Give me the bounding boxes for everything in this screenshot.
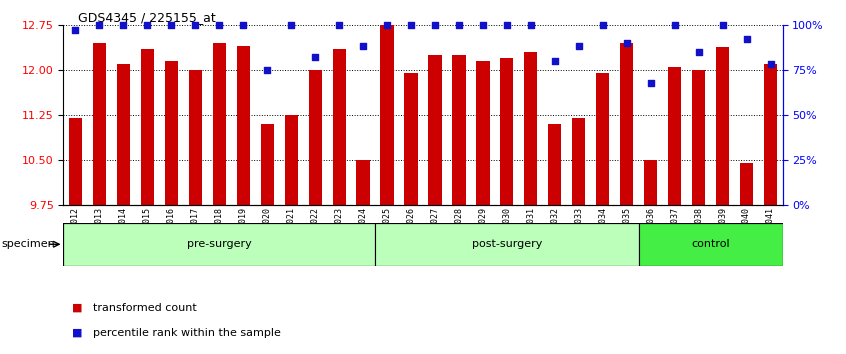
Text: percentile rank within the sample: percentile rank within the sample	[93, 328, 281, 338]
Point	[69, 27, 82, 33]
Text: specimen: specimen	[2, 239, 56, 249]
FancyBboxPatch shape	[63, 223, 375, 266]
Point	[428, 22, 442, 28]
Bar	[596, 73, 609, 205]
Bar	[140, 49, 154, 205]
Bar	[740, 163, 753, 205]
Point	[189, 22, 202, 28]
Bar	[117, 64, 130, 205]
Text: ■: ■	[72, 328, 82, 338]
Bar	[237, 46, 250, 205]
Text: pre-surgery: pre-surgery	[187, 239, 251, 249]
Point	[332, 22, 346, 28]
FancyBboxPatch shape	[375, 223, 639, 266]
Point	[212, 22, 226, 28]
Point	[644, 80, 657, 85]
Text: GDS4345 / 225155_at: GDS4345 / 225155_at	[78, 11, 216, 24]
Point	[548, 58, 562, 64]
Bar	[548, 124, 562, 205]
Point	[117, 22, 130, 28]
Point	[692, 49, 706, 55]
Point	[380, 22, 393, 28]
Bar	[189, 70, 202, 205]
Bar	[428, 55, 442, 205]
Bar	[261, 124, 274, 205]
Point	[500, 22, 514, 28]
Bar	[764, 64, 777, 205]
Bar	[668, 67, 681, 205]
Point	[140, 22, 154, 28]
Point	[572, 44, 585, 49]
Point	[667, 22, 681, 28]
Point	[92, 22, 106, 28]
Bar	[692, 70, 706, 205]
Point	[284, 22, 298, 28]
Point	[236, 22, 250, 28]
Bar	[212, 43, 226, 205]
Bar	[93, 43, 106, 205]
Bar	[69, 118, 82, 205]
Bar	[716, 47, 729, 205]
Bar	[309, 70, 321, 205]
Bar	[572, 118, 585, 205]
Point	[739, 36, 753, 42]
Bar	[644, 160, 657, 205]
FancyBboxPatch shape	[639, 223, 783, 266]
Bar	[356, 160, 370, 205]
Point	[596, 22, 609, 28]
Point	[716, 22, 729, 28]
Point	[452, 22, 465, 28]
Point	[524, 22, 537, 28]
Text: control: control	[691, 239, 730, 249]
Bar	[525, 52, 537, 205]
Point	[404, 22, 418, 28]
Text: post-surgery: post-surgery	[472, 239, 542, 249]
Point	[308, 55, 321, 60]
Bar	[165, 61, 178, 205]
Bar	[476, 61, 490, 205]
Bar	[453, 55, 465, 205]
Bar	[620, 43, 634, 205]
Bar	[404, 73, 418, 205]
Point	[356, 44, 370, 49]
Bar	[284, 115, 298, 205]
Point	[261, 67, 274, 73]
Bar	[381, 25, 393, 205]
Point	[764, 62, 777, 67]
Point	[164, 22, 178, 28]
Point	[476, 22, 490, 28]
Point	[620, 40, 634, 46]
Bar	[500, 58, 514, 205]
Text: ■: ■	[72, 303, 82, 313]
Bar	[332, 49, 346, 205]
Text: transformed count: transformed count	[93, 303, 197, 313]
